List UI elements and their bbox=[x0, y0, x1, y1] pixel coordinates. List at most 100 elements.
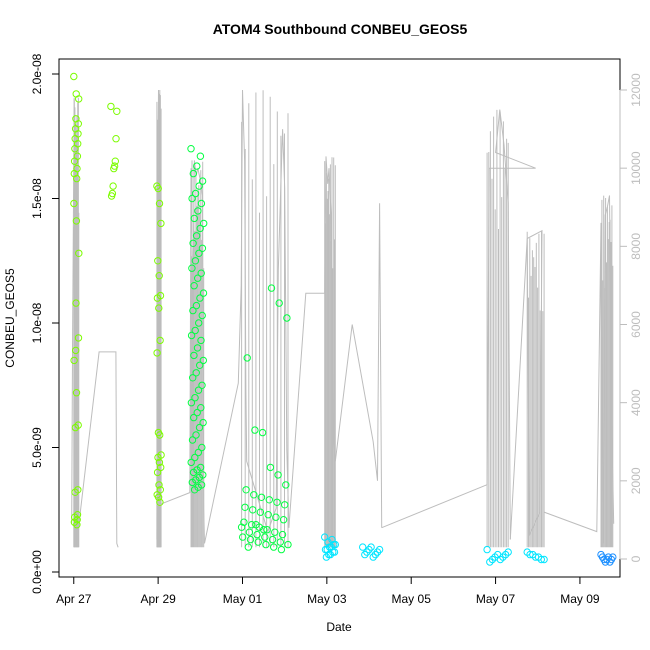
data-point bbox=[198, 244, 207, 253]
data-point bbox=[262, 540, 270, 549]
data-point bbox=[371, 550, 380, 559]
y-tick-label: 1.0e-08 bbox=[30, 302, 44, 343]
x-tick-label: Apr 29 bbox=[140, 592, 176, 606]
data-point bbox=[75, 95, 83, 103]
data-point bbox=[191, 189, 200, 198]
data-point bbox=[193, 408, 201, 417]
data-point bbox=[71, 513, 79, 521]
data-point bbox=[156, 498, 164, 506]
data-point bbox=[247, 521, 256, 529]
data-point bbox=[279, 516, 288, 524]
data-point bbox=[274, 471, 282, 479]
data-point bbox=[283, 314, 291, 322]
data-point bbox=[483, 545, 491, 554]
data-point bbox=[107, 192, 116, 200]
data-point bbox=[369, 553, 377, 561]
data-point bbox=[190, 282, 198, 290]
y-tick-label: 0.0e+00 bbox=[30, 550, 44, 594]
data-point bbox=[189, 468, 198, 477]
data-point bbox=[113, 107, 121, 116]
data-point bbox=[196, 361, 204, 369]
data-point bbox=[322, 553, 331, 561]
x-axis: Apr 27 Apr 29 May 01 May 03 May 05 May 07 May … bbox=[56, 576, 600, 606]
data-point bbox=[240, 518, 248, 526]
data-point bbox=[196, 224, 204, 233]
data-point bbox=[491, 553, 499, 561]
data-point bbox=[192, 301, 201, 310]
data-point bbox=[257, 493, 266, 501]
data-point bbox=[242, 486, 250, 494]
data-point bbox=[270, 543, 278, 551]
altitude-line-7 bbox=[381, 109, 536, 540]
data-point bbox=[156, 336, 164, 345]
data-point bbox=[154, 184, 162, 193]
data-point bbox=[107, 102, 115, 111]
data-point bbox=[273, 498, 281, 506]
altitude-lines bbox=[71, 89, 615, 548]
data-point bbox=[272, 513, 280, 521]
data-point bbox=[261, 533, 269, 541]
data-point bbox=[284, 540, 292, 549]
data-point bbox=[197, 199, 206, 208]
data-point bbox=[71, 145, 79, 153]
data-point bbox=[70, 72, 78, 81]
data-point bbox=[192, 369, 200, 377]
data-point bbox=[194, 207, 202, 215]
data-point bbox=[598, 553, 607, 561]
data-point bbox=[154, 257, 162, 265]
data-point bbox=[70, 157, 79, 165]
y-tick-label: 1.5e-08 bbox=[30, 178, 44, 219]
x-tick-label: May 03 bbox=[307, 592, 347, 606]
data-point bbox=[197, 336, 205, 345]
data-point bbox=[188, 194, 196, 203]
data-point bbox=[239, 533, 247, 541]
data-point bbox=[359, 543, 367, 551]
data-point bbox=[271, 528, 279, 536]
data-point bbox=[155, 272, 163, 280]
data-point bbox=[361, 550, 369, 559]
data-point bbox=[265, 496, 273, 504]
data-point bbox=[71, 488, 79, 496]
data-point bbox=[191, 257, 200, 265]
data-point bbox=[540, 555, 548, 564]
data-point bbox=[263, 526, 271, 534]
data-point bbox=[249, 506, 257, 514]
data-point bbox=[194, 448, 203, 457]
data-point bbox=[156, 431, 164, 439]
data-point bbox=[243, 354, 251, 362]
data-point bbox=[244, 543, 253, 551]
data-point bbox=[73, 521, 81, 529]
data-point bbox=[70, 199, 78, 208]
data-point bbox=[199, 418, 207, 427]
y2-tick-label: 2000 bbox=[629, 467, 643, 494]
y2-tick-label: 0 bbox=[629, 555, 643, 562]
data-point bbox=[192, 232, 201, 240]
x-tick-label: Apr 27 bbox=[56, 592, 92, 606]
data-point bbox=[189, 374, 197, 382]
x-tick-label: May 05 bbox=[392, 592, 432, 606]
y2-tick-label: 12000 bbox=[629, 73, 643, 107]
data-point bbox=[375, 545, 384, 554]
data-point bbox=[153, 468, 162, 477]
data-point bbox=[154, 493, 163, 501]
y-axis-label: CONBEU_GEOS5 bbox=[3, 268, 17, 368]
data-point bbox=[190, 486, 199, 494]
data-point bbox=[188, 436, 197, 444]
data-point bbox=[277, 545, 286, 554]
chart-title: ATOM4 Southbound CONBEU_GEOS5 bbox=[213, 21, 468, 37]
data-point bbox=[191, 394, 199, 402]
data-point bbox=[190, 413, 198, 422]
data-point bbox=[278, 530, 287, 539]
data-point bbox=[486, 558, 494, 566]
data-point bbox=[195, 182, 203, 190]
data-point bbox=[321, 533, 329, 541]
data-point bbox=[241, 503, 249, 511]
data-point bbox=[321, 545, 330, 554]
altitude-line-4 bbox=[204, 89, 290, 544]
data-point bbox=[70, 356, 78, 365]
data-point bbox=[191, 453, 199, 462]
data-point bbox=[196, 152, 205, 160]
data-point bbox=[258, 428, 267, 437]
data-point bbox=[112, 135, 120, 143]
